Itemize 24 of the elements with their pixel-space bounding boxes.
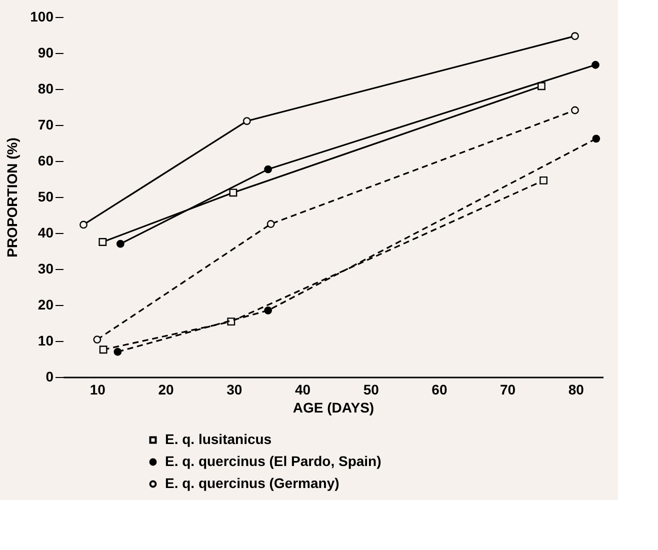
- y-tick-label: 60: [38, 152, 54, 168]
- x-tick-label: 10: [90, 382, 106, 398]
- y-tick-label: 40: [38, 224, 54, 240]
- x-tick-label: 40: [294, 382, 311, 398]
- x-axis-title: AGE (DAYS): [292, 400, 374, 416]
- y-tick-label: 10: [38, 332, 54, 348]
- x-tick-label: 30: [226, 382, 242, 398]
- x-tick-label: 70: [500, 382, 516, 398]
- y-tick-label: 80: [38, 80, 54, 96]
- y-tick-label: 30: [38, 260, 54, 276]
- legend-label: E. q. lusitanicus: [165, 431, 272, 447]
- y-tick-label: 20: [38, 296, 54, 312]
- x-tick-label: 60: [432, 382, 448, 398]
- y-tick-label: 70: [38, 116, 54, 132]
- y-tick-label: 90: [38, 44, 54, 60]
- y-axis-title: PROPORTION (%): [4, 138, 20, 258]
- x-tick-label: 80: [568, 382, 584, 398]
- y-tick-label: 0: [46, 368, 54, 384]
- y-tick-label: 50: [38, 188, 54, 204]
- x-tick-label: 20: [158, 382, 174, 398]
- y-tick-label: 100: [30, 8, 54, 24]
- legend-label: E. q. quercinus (El Pardo, Spain): [165, 453, 382, 469]
- x-tick-label: 50: [363, 382, 380, 398]
- legend-label: E. q. quercinus (Germany): [165, 475, 340, 491]
